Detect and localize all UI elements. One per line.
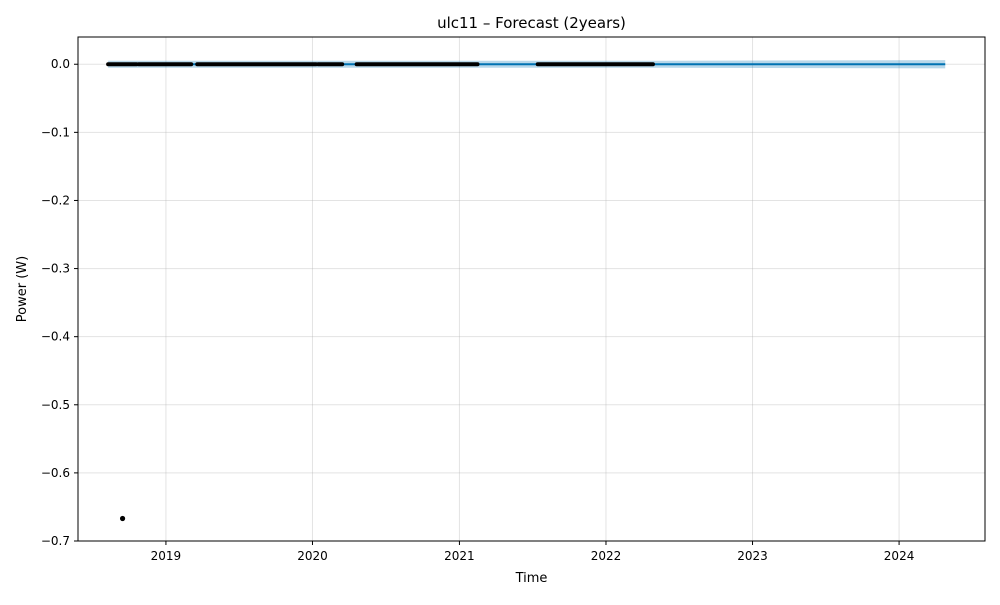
y-tick-label: −0.5	[41, 398, 70, 412]
x-tick-label: 2019	[151, 549, 182, 563]
x-axis-label: Time	[515, 571, 548, 586]
observed-points-layer	[106, 62, 655, 522]
chart-title: ulc11 – Forecast (2years)	[437, 14, 626, 32]
x-tick-label: 2024	[884, 549, 915, 563]
y-tick-label: −0.2	[41, 193, 70, 207]
x-tick-label: 2023	[737, 549, 768, 563]
y-tick-label: −0.4	[41, 330, 70, 344]
grid-lines	[78, 37, 985, 542]
x-tick-label: 2020	[297, 549, 328, 563]
y-axis-label: Power (W)	[15, 256, 30, 322]
x-axis-ticks: 2019 2020 2021 2022 2023 2024	[151, 541, 915, 563]
plot-frame	[77, 36, 986, 542]
x-tick-label: 2021	[444, 549, 475, 563]
y-tick-label: −0.6	[41, 466, 70, 480]
y-tick-label: −0.3	[41, 262, 70, 276]
observed-outlier-point	[119, 515, 126, 522]
x-tick-label: 2022	[591, 549, 622, 563]
y-tick-label: −0.1	[41, 125, 70, 139]
y-axis-ticks: 0.0 −0.1 −0.2 −0.3 −0.4 −0.5 −0.6 −0.7	[41, 57, 78, 548]
y-tick-label: −0.7	[41, 534, 70, 548]
y-tick-label: 0.0	[51, 57, 70, 71]
